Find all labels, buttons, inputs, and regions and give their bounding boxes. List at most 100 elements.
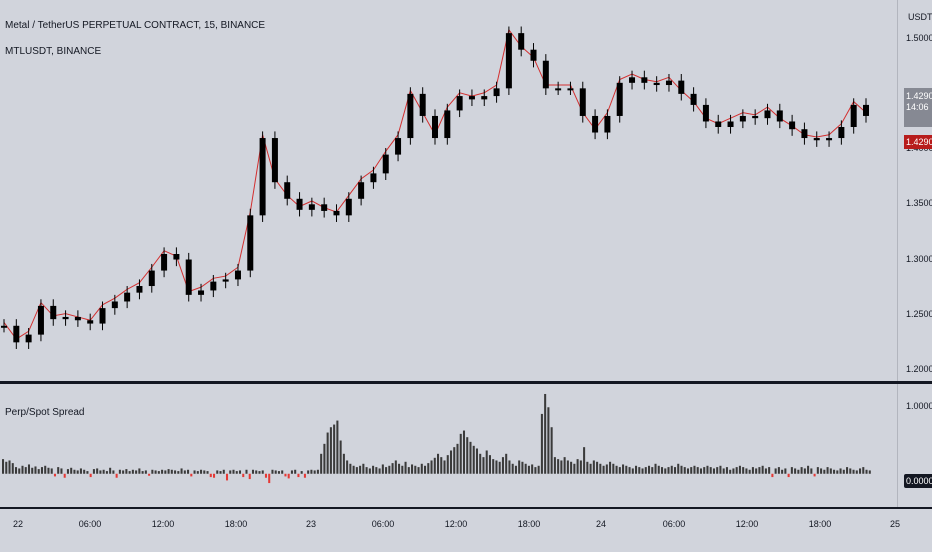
spread-bar[interactable] (742, 467, 745, 474)
price-candle[interactable] (468, 89, 475, 107)
spread-bar[interactable] (135, 470, 138, 474)
spread-bar[interactable] (209, 473, 212, 478)
spread-bar[interactable] (764, 468, 767, 474)
price-candle[interactable] (247, 208, 254, 278)
spread-bar[interactable] (50, 468, 53, 474)
spread-bar[interactable] (34, 466, 37, 474)
price-candle[interactable] (715, 114, 722, 134)
spread-bar[interactable] (628, 467, 631, 474)
price-candle[interactable] (25, 327, 32, 349)
spread-bar[interactable] (21, 465, 24, 474)
spread-bar[interactable] (820, 468, 823, 474)
price-candle[interactable] (850, 98, 857, 134)
spread-bar[interactable] (443, 460, 446, 474)
price-candle[interactable] (259, 131, 266, 222)
spread-bar[interactable] (411, 464, 414, 474)
spread-bar[interactable] (346, 460, 349, 474)
spread-bar[interactable] (355, 467, 358, 474)
spread-bar[interactable] (203, 470, 206, 474)
price-candle[interactable] (505, 26, 512, 95)
spread-bar[interactable] (73, 469, 76, 474)
spread-bar[interactable] (151, 469, 154, 474)
spread-bar[interactable] (102, 469, 105, 474)
spread-bar[interactable] (586, 461, 589, 474)
spread-bar[interactable] (157, 471, 160, 474)
price-candle[interactable] (776, 103, 783, 129)
spread-bar[interactable] (589, 463, 592, 474)
spread-bar[interactable] (258, 471, 261, 474)
pane-separator[interactable] (0, 381, 932, 384)
spread-bar[interactable] (352, 465, 355, 474)
spread-bar[interactable] (660, 467, 664, 474)
spread-bar[interactable] (797, 469, 800, 474)
spread-bar[interactable] (625, 465, 628, 474)
spread-bar[interactable] (18, 468, 21, 474)
spread-bar[interactable] (92, 469, 95, 474)
price-candle[interactable] (629, 70, 636, 90)
price-candle[interactable] (616, 76, 623, 123)
spread-bar[interactable] (622, 464, 625, 474)
spread-bar[interactable] (709, 467, 712, 474)
spread-bar[interactable] (167, 469, 170, 474)
spread-bar[interactable] (8, 460, 11, 474)
spread-bar[interactable] (833, 469, 836, 474)
spread-bar[interactable] (745, 468, 748, 474)
spread-bar[interactable] (638, 467, 641, 474)
spread-bar[interactable] (89, 473, 92, 478)
spread-bar[interactable] (576, 459, 579, 474)
spread-bar[interactable] (527, 465, 530, 474)
spread-bar[interactable] (66, 469, 69, 474)
spread-bar[interactable] (60, 468, 63, 474)
spread-bar[interactable] (248, 473, 251, 480)
spread-bar[interactable] (777, 467, 780, 474)
spread-bar[interactable] (170, 469, 173, 474)
spread-bar[interactable] (725, 467, 728, 474)
price-candle[interactable] (87, 313, 94, 331)
spread-bar[interactable] (761, 465, 764, 474)
spread-bar[interactable] (738, 465, 741, 474)
spread-bar[interactable] (602, 465, 605, 474)
spread-bar[interactable] (391, 463, 394, 474)
spread-bar[interactable] (190, 473, 193, 477)
spread-bar[interactable] (222, 469, 225, 474)
spread-bar[interactable] (849, 468, 852, 474)
symbol-title[interactable]: Metal / TetherUS PERPETUAL CONTRACT, 15,… (5, 20, 266, 31)
price-candle[interactable] (173, 247, 180, 267)
spread-bar[interactable] (277, 471, 280, 474)
spread-bar[interactable] (128, 471, 131, 474)
spread-bar[interactable] (680, 465, 683, 474)
spread-bar[interactable] (498, 461, 501, 474)
spread-bar[interactable] (118, 469, 121, 474)
spread-bar[interactable] (758, 467, 761, 474)
spread-bar[interactable] (57, 467, 60, 474)
spread-bar[interactable] (800, 467, 803, 474)
spread-bar[interactable] (401, 465, 404, 474)
spread-bar[interactable] (5, 461, 8, 474)
price-candle[interactable] (358, 175, 365, 206)
spread-bar[interactable] (683, 467, 686, 474)
price-candle[interactable] (234, 263, 241, 287)
spread-bar[interactable] (31, 467, 34, 474)
spread-bar[interactable] (109, 467, 112, 474)
spread-bar[interactable] (784, 468, 787, 474)
spread-bar[interactable] (365, 467, 368, 474)
spread-bar[interactable] (83, 469, 86, 474)
spread-bar[interactable] (544, 393, 547, 474)
spread-bar[interactable] (394, 460, 397, 474)
spread-bar[interactable] (466, 437, 469, 474)
spread-bar[interactable] (297, 473, 300, 478)
price-candle[interactable] (604, 109, 611, 140)
spread-bar[interactable] (274, 470, 277, 474)
spread-bar[interactable] (378, 468, 381, 474)
spread-bar[interactable] (868, 470, 871, 474)
spread-bar[interactable] (251, 469, 255, 474)
spread-bar[interactable] (573, 463, 576, 474)
spread-bar[interactable] (112, 470, 115, 474)
spread-bar[interactable] (508, 460, 511, 474)
indicator-pane[interactable]: Perp/Spot Spread (0, 384, 897, 507)
price-candle[interactable] (813, 131, 820, 147)
indicator-title[interactable]: Perp/Spot Spread (5, 407, 85, 418)
spread-bar[interactable] (648, 465, 651, 474)
price-candle[interactable] (161, 247, 168, 278)
spread-bar[interactable] (164, 470, 167, 474)
